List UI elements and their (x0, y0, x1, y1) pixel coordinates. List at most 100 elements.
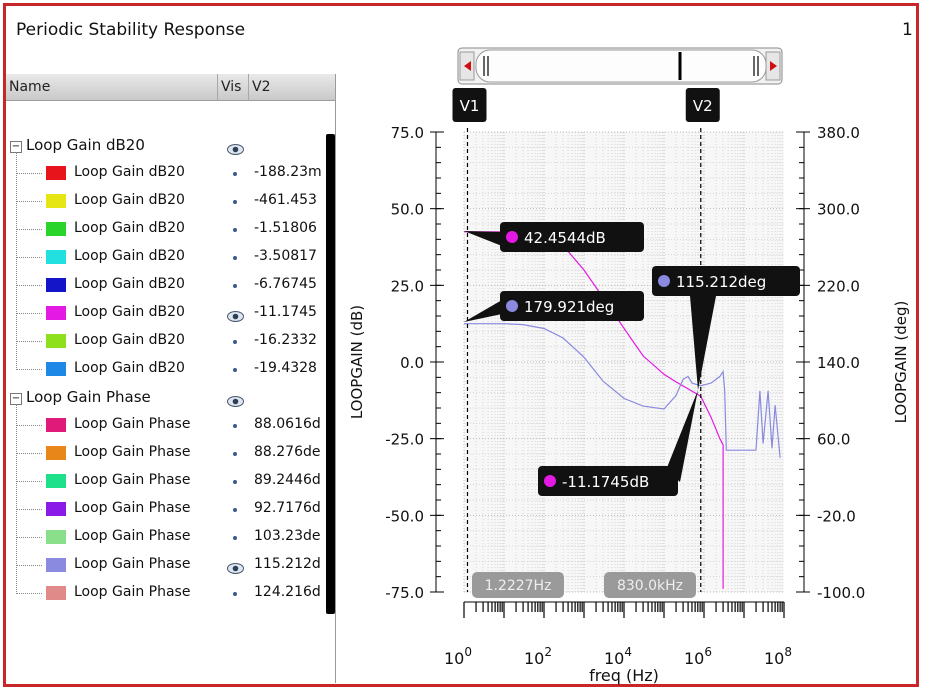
column-header-vis[interactable]: Vis (218, 74, 249, 101)
zoom-scroll-thumb[interactable] (475, 49, 767, 83)
color-swatch[interactable] (46, 558, 66, 572)
signal-label: Loop Gain Phase (74, 500, 191, 516)
signal-row[interactable]: Loop Gain Phase 92.7176d (6, 496, 335, 524)
visibility-dot-icon[interactable] (233, 592, 237, 596)
cursor-value: -188.23m (254, 164, 322, 180)
signal-row[interactable]: Loop Gain dB20 -3.50817 (6, 244, 335, 272)
signal-row[interactable]: Loop Gain dB20 -19.4328 (6, 356, 335, 384)
signal-row[interactable]: Loop Gain Phase 89.2446d (6, 468, 335, 496)
eye-icon[interactable] (227, 307, 244, 322)
color-swatch[interactable] (46, 222, 66, 236)
signal-row[interactable]: Loop Gain Phase 115.212d (6, 552, 335, 580)
column-header-v2[interactable]: V2 (252, 79, 271, 95)
color-swatch[interactable] (46, 306, 66, 320)
eye-icon[interactable] (227, 559, 244, 574)
tree-group[interactable]: − Loop Gain Phase (10, 388, 151, 406)
marker-box[interactable] (538, 466, 678, 496)
visibility-dot-icon[interactable] (233, 424, 237, 428)
marker-box[interactable] (500, 222, 644, 252)
cursor-value: -19.4328 (254, 360, 317, 376)
signal-row[interactable]: Loop Gain Phase 88.0616d (6, 412, 335, 440)
color-swatch[interactable] (46, 194, 66, 208)
visibility-dot-icon[interactable] (233, 228, 237, 232)
x-tick-label: 100 (444, 645, 472, 668)
cursor-value: 124.216d (254, 584, 321, 600)
visibility-dot-icon[interactable] (233, 536, 237, 540)
color-swatch[interactable] (46, 362, 66, 376)
y2-tick-label: 380.0 (817, 124, 860, 142)
tree-branch (16, 341, 42, 342)
tree-line (16, 152, 17, 370)
color-swatch[interactable] (46, 278, 66, 292)
signal-row[interactable]: Loop Gain dB20 -188.23m (6, 160, 335, 188)
signal-row[interactable]: Loop Gain dB20 -6.76745 (6, 272, 335, 300)
marker-box[interactable] (500, 291, 644, 321)
cursor-value: -461.453 (254, 192, 317, 208)
signal-row[interactable]: Loop Gain dB20 -11.1745 (6, 300, 335, 328)
cursor-value: 103.23de (254, 528, 321, 544)
visibility-dot-icon[interactable] (233, 480, 237, 484)
color-swatch[interactable] (46, 334, 66, 348)
visibility-dot-icon[interactable] (233, 368, 237, 372)
cursor-label: V2 (693, 97, 713, 115)
signal-row[interactable]: Loop Gain Phase 88.276de (6, 440, 335, 468)
y-tick-label: -25.0 (385, 431, 424, 449)
tree-branch (16, 313, 42, 314)
marker-pointer (464, 300, 502, 322)
marker-label: -11.1745dB (562, 473, 649, 491)
signal-row[interactable]: Loop Gain Phase 124.216d (6, 580, 335, 608)
signal-row[interactable]: Loop Gain dB20 -1.51806 (6, 216, 335, 244)
tree-branch (16, 593, 42, 594)
visibility-dot-icon[interactable] (233, 452, 237, 456)
x-tick-label: 106 (684, 645, 712, 668)
tree-group[interactable]: − Loop Gain dB20 (10, 136, 145, 154)
tree-branch (16, 453, 42, 454)
marker-label: 115.212deg (676, 273, 766, 291)
signal-label: Loop Gain dB20 (74, 276, 185, 292)
visibility-dot-icon[interactable] (233, 172, 237, 176)
color-swatch[interactable] (46, 446, 66, 460)
cursor-readout: 1.2227Hz (485, 578, 552, 594)
cursor-flag[interactable] (452, 88, 487, 122)
tree-branch (16, 229, 42, 230)
loopgain-chart: 75.0 50.0 25.0 0.0 -25.0 -50.0 -75.0 LOOPGAIN (… (348, 47, 910, 685)
signal-row[interactable]: Loop Gain dB20 -461.453 (6, 188, 335, 216)
tree-branch (16, 369, 42, 370)
signal-label: Loop Gain Phase (74, 556, 191, 572)
marker-box[interactable] (652, 266, 800, 296)
color-swatch[interactable] (46, 474, 66, 488)
marker-dot-icon (506, 300, 518, 312)
results-browser: Name Vis V2 − Loop Gain dB20 Loop Gain dB2… (6, 74, 336, 683)
color-swatch[interactable] (46, 166, 66, 180)
y-tick-label: -50.0 (385, 507, 424, 525)
marker-pointer (666, 390, 698, 482)
tree-branch (16, 201, 42, 202)
signal-label: Loop Gain Phase (74, 584, 191, 600)
visibility-dot-icon[interactable] (233, 200, 237, 204)
visibility-dot-icon[interactable] (233, 256, 237, 260)
color-swatch[interactable] (46, 250, 66, 264)
column-header-name[interactable]: Name (6, 74, 218, 101)
cursor-value: 89.2446d (254, 472, 321, 488)
y-tick-label: 50.0 (391, 201, 424, 219)
color-swatch[interactable] (46, 418, 66, 432)
color-swatch[interactable] (46, 586, 66, 600)
arrow-right-icon (770, 61, 777, 71)
visibility-dot-icon[interactable] (233, 508, 237, 512)
vertical-scrollbar[interactable] (326, 134, 335, 614)
x-tick-label: 102 (524, 645, 552, 668)
cursor-value: 115.212d (254, 556, 321, 572)
eye-icon[interactable] (227, 392, 244, 407)
color-swatch[interactable] (46, 530, 66, 544)
x-axis-label: freq (Hz) (589, 666, 659, 685)
cursor-flag[interactable] (685, 88, 720, 122)
cursor-readout-badge (604, 572, 696, 598)
visibility-dot-icon[interactable] (233, 284, 237, 288)
signal-row[interactable]: Loop Gain dB20 -16.2332 (6, 328, 335, 356)
visibility-dot-icon[interactable] (233, 340, 237, 344)
tree-branch (16, 509, 42, 510)
eye-icon[interactable] (227, 140, 244, 155)
cursor-value: -11.1745 (254, 304, 317, 320)
color-swatch[interactable] (46, 502, 66, 516)
signal-row[interactable]: Loop Gain Phase 103.23de (6, 524, 335, 552)
